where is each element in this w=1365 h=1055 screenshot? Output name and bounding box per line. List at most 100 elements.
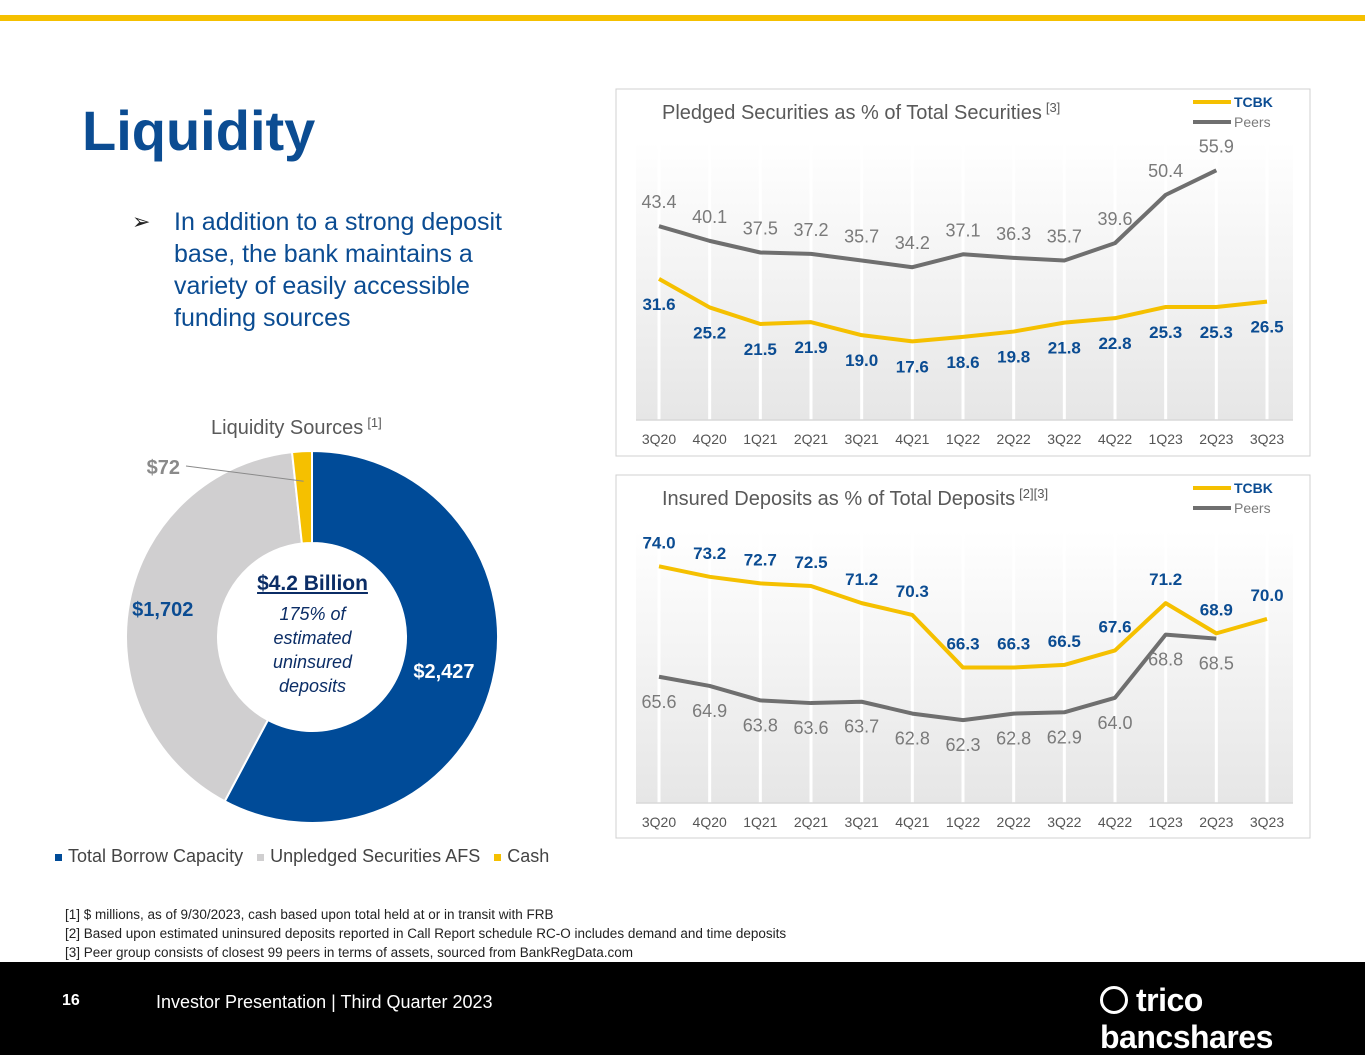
data-label: 37.5 xyxy=(743,219,778,239)
chart-title: Liquidity Sources [1] xyxy=(211,415,382,439)
x-tick-label: 3Q23 xyxy=(1250,814,1284,830)
legend-entry: Unpledged Securities AFS xyxy=(257,846,480,867)
footnotes: [1] $ millions, as of 9/30/2023, cash ba… xyxy=(65,905,786,962)
data-label: 25.2 xyxy=(693,323,726,342)
legend-swatch xyxy=(494,853,502,861)
data-label: 71.2 xyxy=(1149,570,1182,589)
data-label: $2,427 xyxy=(413,661,474,683)
data-label: 63.6 xyxy=(793,718,828,738)
data-label: 71.2 xyxy=(845,570,878,589)
legend-swatch xyxy=(257,853,265,861)
series-line xyxy=(658,168,1218,270)
data-label: 35.7 xyxy=(844,227,879,247)
x-tick-label: 3Q22 xyxy=(1047,431,1081,447)
x-tick-label: 3Q21 xyxy=(845,814,879,830)
data-label: 19.8 xyxy=(997,348,1030,367)
title-note: [3] xyxy=(1046,100,1060,115)
data-label: 19.0 xyxy=(845,351,878,370)
x-tick-label: 4Q20 xyxy=(693,814,727,830)
legend-label: Cash xyxy=(507,846,550,866)
data-label: 66.3 xyxy=(997,635,1030,654)
x-tick-label: 3Q20 xyxy=(642,814,676,830)
data-label: 37.2 xyxy=(793,220,828,240)
title-note: [2][3] xyxy=(1019,486,1048,501)
data-label: 70.3 xyxy=(896,582,929,601)
data-label: 17.6 xyxy=(896,357,929,376)
x-tick-label: 1Q21 xyxy=(743,431,777,447)
data-label: 25.3 xyxy=(1149,323,1182,342)
x-tick-label: 2Q22 xyxy=(997,814,1031,830)
x-tick-label: 1Q21 xyxy=(743,814,777,830)
data-label: 34.2 xyxy=(895,233,930,253)
legend-entry: Total Borrow Capacity xyxy=(55,846,243,867)
x-tick-label: 3Q20 xyxy=(642,431,676,447)
x-tick-label: 3Q23 xyxy=(1250,431,1284,447)
x-tick-label: 1Q22 xyxy=(946,814,980,830)
x-tick-label: 2Q23 xyxy=(1199,431,1233,447)
donut-slice xyxy=(125,450,303,803)
data-label: 66.3 xyxy=(946,635,979,654)
series-line xyxy=(658,277,1268,344)
legend-entry: Cash xyxy=(494,846,549,867)
data-label: 63.8 xyxy=(743,715,778,735)
title-text: Pledged Securities as % of Total Securit… xyxy=(662,102,1042,124)
bullet: In addition to a strong deposit base, th… xyxy=(132,206,524,334)
footnote: [2] Based upon estimated uninsured depos… xyxy=(65,926,787,941)
title-text: Liquidity Sources xyxy=(211,417,363,439)
data-label: 21.9 xyxy=(794,338,827,357)
data-label: 43.4 xyxy=(641,192,676,212)
legend-label: Peers xyxy=(1234,114,1271,130)
slide-title: Liquidity xyxy=(82,99,316,162)
series-line xyxy=(658,564,1268,670)
data-label: 21.8 xyxy=(1048,339,1081,358)
legend-label: Total Borrow Capacity xyxy=(68,846,244,866)
x-tick-label: 4Q20 xyxy=(693,431,727,447)
data-label: 73.2 xyxy=(693,544,726,563)
donut-center: $4.2 Billion 175% of estimated uninsured… xyxy=(240,572,385,698)
data-label: 72.5 xyxy=(794,553,827,572)
data-label: 31.6 xyxy=(642,295,675,314)
data-label: 72.7 xyxy=(744,550,777,569)
x-tick-label: 1Q23 xyxy=(1149,431,1183,447)
legend-label: Unpledged Securities AFS xyxy=(270,846,481,866)
legend-label: TCBK xyxy=(1234,480,1273,496)
data-label: 63.7 xyxy=(844,717,879,737)
data-label: 40.1 xyxy=(692,207,727,227)
x-tick-label: 1Q22 xyxy=(946,431,980,447)
data-label: 68.5 xyxy=(1199,654,1234,674)
data-label: 39.6 xyxy=(1097,209,1132,229)
x-tick-label: 2Q21 xyxy=(794,431,828,447)
data-label: 62.3 xyxy=(945,735,980,755)
x-tick-label: 4Q21 xyxy=(895,814,929,830)
data-label: 26.5 xyxy=(1250,318,1283,337)
chart-title: Pledged Securities as % of Total Securit… xyxy=(662,100,1060,124)
title-text: Insured Deposits as % of Total Deposits xyxy=(662,488,1015,510)
data-label: 21.5 xyxy=(744,340,777,359)
data-label: 68.8 xyxy=(1148,650,1183,670)
data-label: 37.1 xyxy=(945,220,980,240)
x-tick-label: 4Q21 xyxy=(895,431,929,447)
x-tick-label: 2Q22 xyxy=(997,431,1031,447)
data-label: 18.6 xyxy=(946,353,979,372)
top-rule xyxy=(0,15,1365,21)
data-label: 55.9 xyxy=(1199,136,1234,156)
leader-line xyxy=(185,465,304,482)
series-line xyxy=(658,632,1217,723)
data-label: 62.9 xyxy=(1047,727,1082,747)
data-label: 25.3 xyxy=(1200,323,1233,342)
data-label: 62.8 xyxy=(895,729,930,749)
data-label: 65.6 xyxy=(641,692,676,712)
chart-title: Insured Deposits as % of Total Deposits [… xyxy=(662,486,1048,510)
data-label: 70.0 xyxy=(1250,586,1283,605)
title-note: [1] xyxy=(367,415,381,430)
legend-label: Peers xyxy=(1234,500,1271,516)
logo: trico bancshares xyxy=(1100,982,1365,1055)
data-label: 22.8 xyxy=(1098,334,1131,353)
data-label: 36.3 xyxy=(996,224,1031,244)
footer-text: Investor Presentation | Third Quarter 20… xyxy=(156,992,493,1012)
center-text: 175% of estimated uninsured deposits xyxy=(272,604,353,696)
data-label: 74.0 xyxy=(642,533,675,552)
data-label: 50.4 xyxy=(1148,161,1183,181)
